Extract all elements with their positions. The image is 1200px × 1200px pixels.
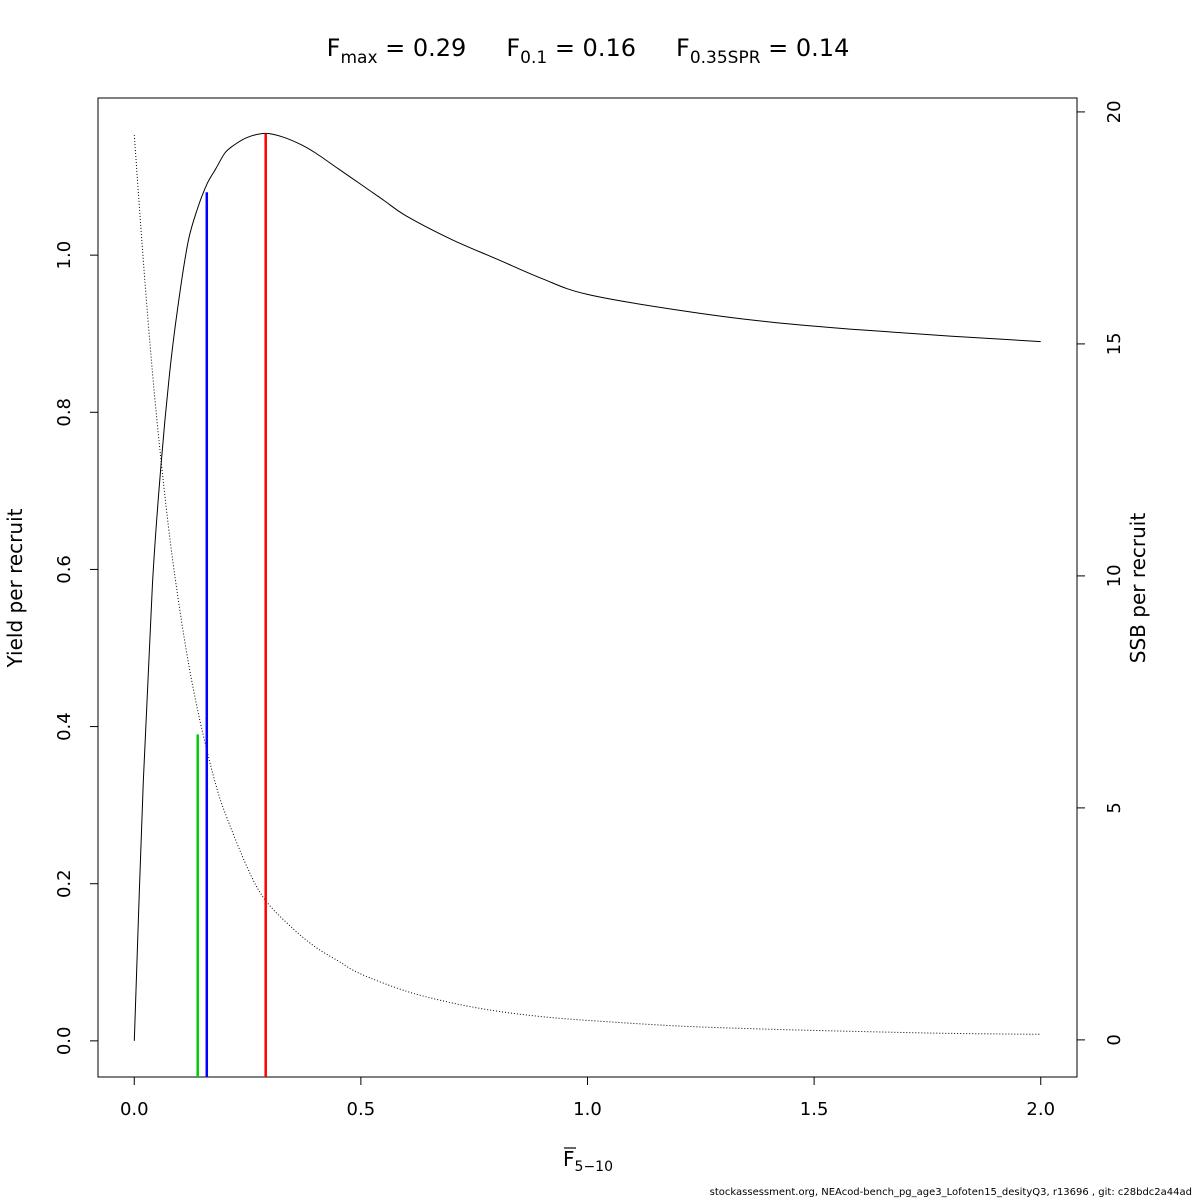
y-left-tick-label: 0.2 [54,869,75,898]
axis-labels: F5−10 Yield per recruit SSB per recruit [3,508,1150,1175]
y-left-tick-label: 0.8 [54,398,75,427]
y-axis-right: 0 5 10 15 20 [1077,100,1125,1046]
y-right-tick-label: 10 [1104,564,1125,587]
x-axis: 0.0 0.5 1.0 1.5 2.0 [120,1077,1055,1120]
y-right-tick-label: 15 [1104,332,1125,355]
series-group [133,132,1041,1041]
x-tick-label: 0.5 [347,1099,376,1120]
y-axis-left: 0.0 0.2 0.4 0.6 0.8 1.0 [54,241,98,1055]
footer-text: stockassessment.org, NEAcod-bench_pg_age… [709,1187,1192,1198]
y-right-tick-label: 0 [1104,1034,1125,1045]
chart-title: Fmax = 0.29 F0.1 = 0.16 F0.35SPR = 0.14 [327,34,850,68]
y-axis-right-label: SSB per recruit [1126,513,1150,664]
ssb-per-recruit-line [133,135,1041,1035]
y-left-tick-label: 0.4 [54,712,75,741]
y-right-tick-label: 20 [1104,100,1125,123]
y-left-tick-label: 0.6 [54,555,75,584]
y-left-tick-label: 1.0 [54,241,75,270]
y-right-tick-label: 5 [1104,802,1125,813]
reference-lines [196,133,267,1077]
y-left-tick-label: 0.0 [54,1027,75,1056]
plot-frame [97,97,1078,1078]
x-tick-label: 1.0 [573,1099,602,1120]
yield-per-recruit-line [133,132,1041,1041]
chart-title-text: Fmax = 0.29 F0.1 = 0.16 F0.35SPR = 0.14 [327,34,850,68]
x-tick-label: 1.5 [800,1099,829,1120]
x-tick-label: 2.0 [1026,1099,1055,1120]
x-axis-label: F5−10 [563,1147,613,1175]
y-axis-left-label: Yield per recruit [3,508,27,668]
x-tick-label: 0.0 [120,1099,149,1120]
